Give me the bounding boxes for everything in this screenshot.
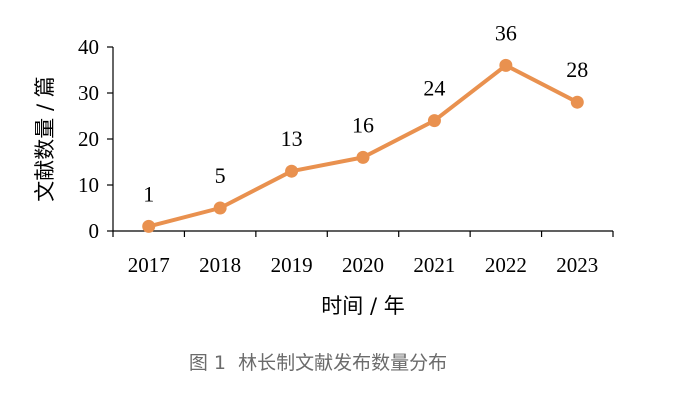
data-labels: 1 5 13 16 24 36 28 <box>143 20 588 206</box>
y-tick-label: 10 <box>78 173 99 197</box>
x-tick-label: 2023 <box>556 253 598 277</box>
data-label: 28 <box>566 57 588 82</box>
data-point <box>571 96 584 109</box>
x-tick-label: 2021 <box>413 253 455 277</box>
data-point <box>499 59 512 72</box>
series <box>142 59 584 233</box>
data-label: 16 <box>352 112 374 137</box>
y-tick-label: 20 <box>78 127 99 151</box>
x-tick-label: 2018 <box>199 253 241 277</box>
data-point <box>214 202 227 215</box>
data-label: 5 <box>215 163 226 188</box>
x-axis-ticks: 2017 2018 2019 2020 2021 2022 2023 <box>113 231 613 277</box>
x-tick-label: 2019 <box>271 253 313 277</box>
y-tick-label: 0 <box>89 219 100 243</box>
y-axis-ticks: 0 10 20 30 40 <box>78 35 113 243</box>
axes <box>113 47 613 231</box>
data-point <box>142 220 155 233</box>
data-point <box>357 151 370 164</box>
data-label: 1 <box>143 181 154 206</box>
data-label: 24 <box>423 76 445 101</box>
x-tick-label: 2022 <box>485 253 527 277</box>
chart: 0 10 20 30 40 2017 2018 2019 2020 2021 2022 2023 1… <box>0 0 675 401</box>
x-tick-label: 2020 <box>342 253 384 277</box>
x-axis-title: 时间 / 年 <box>321 294 404 318</box>
y-axis-title: 文献数量 / 篇 <box>33 76 57 201</box>
y-tick-label: 40 <box>78 35 99 59</box>
data-label: 13 <box>281 126 303 151</box>
data-point <box>428 114 441 127</box>
series-line <box>149 65 578 226</box>
data-point <box>285 165 298 178</box>
x-tick-label: 2017 <box>128 253 170 277</box>
data-label: 36 <box>495 20 517 45</box>
figure-caption: 图 1 林长制文献发布数量分布 <box>189 352 447 374</box>
y-tick-label: 30 <box>78 81 99 105</box>
